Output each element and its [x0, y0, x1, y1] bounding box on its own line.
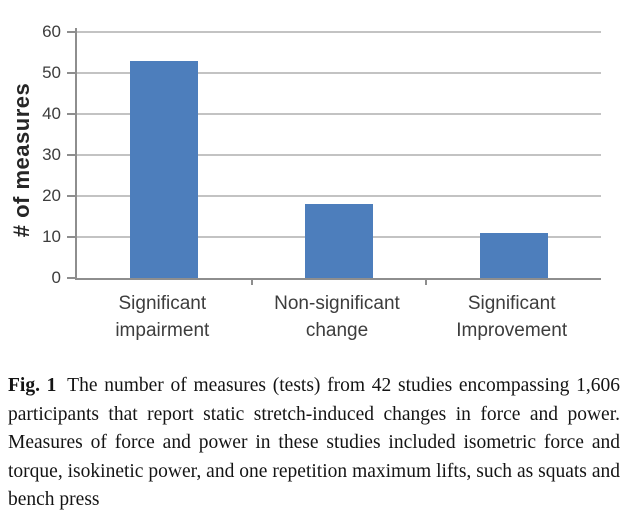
- x-category-label: Significant Improvement: [424, 290, 599, 344]
- y-tick-label: 10: [42, 227, 61, 246]
- gridline: [77, 31, 601, 33]
- gridline: [77, 154, 601, 156]
- y-tick-mark: [67, 195, 75, 197]
- y-tick-mark: [67, 154, 75, 156]
- y-tick-mark: [67, 277, 75, 279]
- figure-caption-label: Fig. 1: [8, 375, 57, 396]
- x-category-label: Non-significant change: [250, 290, 425, 344]
- bar: [130, 60, 199, 278]
- y-tick-mark: [67, 72, 75, 74]
- x-category-label-line: Improvement: [456, 320, 568, 341]
- gridline: [77, 113, 601, 115]
- figure-caption-text: The number of measures (tests) from 42 s…: [8, 375, 620, 510]
- gridline: [77, 72, 601, 74]
- x-category-label-line: Significant: [118, 293, 207, 314]
- y-tick-label: 0: [51, 268, 61, 287]
- y-tick-label: 60: [42, 22, 61, 41]
- x-tick-mark: [425, 278, 428, 285]
- y-tick-label: 40: [42, 104, 61, 123]
- x-category-label: Significant impairment: [75, 290, 250, 344]
- x-tick-mark: [250, 278, 253, 285]
- x-category-label-line: change: [305, 320, 369, 341]
- y-tick-label: 30: [42, 145, 61, 164]
- y-tick-label: 20: [42, 186, 61, 205]
- figure-caption: Fig. 1 The number of measures (tests) fro…: [8, 372, 620, 511]
- bar-chart: # of measures 0 10 20 30 40 50 60 Significant im…: [9, 22, 601, 344]
- y-tick-mark: [67, 31, 75, 33]
- bar: [305, 204, 373, 278]
- x-category-label-line: impairment: [115, 320, 210, 341]
- plot-area: [75, 28, 601, 285]
- bar: [479, 232, 548, 278]
- x-category-label-line: Significant: [467, 293, 556, 314]
- y-tick-label: 50: [42, 63, 61, 82]
- y-tick-mark: [67, 236, 75, 238]
- gridline: [77, 195, 601, 197]
- y-tick-mark: [67, 113, 75, 115]
- x-category-label-line: Non-significant: [274, 293, 400, 314]
